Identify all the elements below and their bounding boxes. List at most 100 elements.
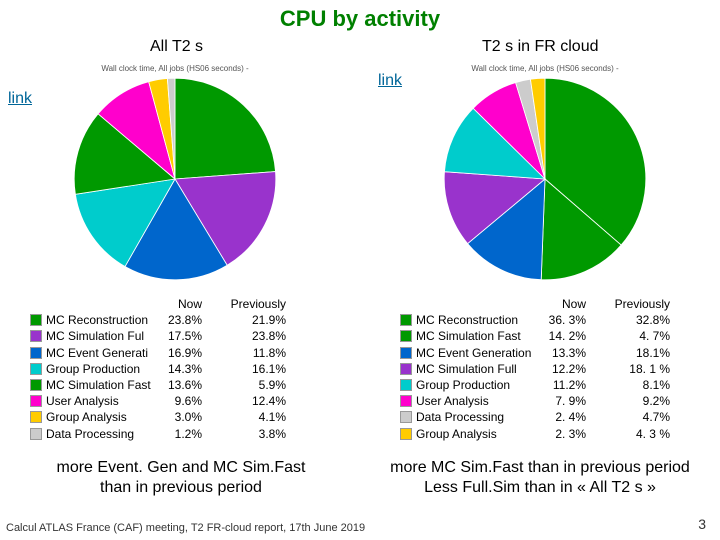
legend-swatch	[400, 314, 412, 326]
table-row: Data Processing1.2%3.8%	[30, 426, 286, 442]
legend-swatch	[30, 363, 42, 375]
row-now: 36. 3%	[536, 312, 586, 328]
right-summary: more MC Sim.Fast than in previous period…	[360, 458, 720, 498]
left-chart-caption: Wall clock time, All jobs (HS06 seconds)…	[60, 64, 290, 73]
row-now: 14. 2%	[536, 328, 586, 344]
table-row: MC Reconstruction23.8%21.9%	[30, 312, 286, 328]
table-row: User Analysis7. 9%9.2%	[400, 393, 670, 409]
row-prev: 23.8%	[206, 328, 286, 344]
left-link[interactable]: link	[8, 90, 32, 108]
row-now: 3.0%	[158, 409, 202, 425]
row-prev: 3.8%	[206, 426, 286, 442]
table-row: MC Event Generati16.9%11.8%	[30, 345, 286, 361]
row-now: 14.3%	[158, 361, 202, 377]
row-prev: 8.1%	[590, 377, 670, 393]
row-now: 2. 3%	[536, 426, 586, 442]
legend-swatch	[30, 347, 42, 359]
footer-text: Calcul ATLAS France (CAF) meeting, T2 FR…	[6, 522, 365, 534]
right-now-header: Now	[536, 296, 586, 312]
row-prev: 4.1%	[206, 409, 286, 425]
row-label: MC Reconstruction	[416, 312, 532, 328]
page-title: CPU by activity	[0, 0, 720, 32]
row-now: 7. 9%	[536, 393, 586, 409]
right-chart-caption: Wall clock time, All jobs (HS06 seconds)…	[430, 64, 660, 73]
row-now: 12.2%	[536, 361, 586, 377]
row-label: Group Analysis	[46, 409, 154, 425]
legend-swatch	[30, 411, 42, 423]
left-prev-header: Previously	[206, 296, 286, 312]
table-row: MC Simulation Full12.2%18. 1 %	[400, 361, 670, 377]
left-summary-line2: than in previous period	[100, 479, 262, 496]
row-now: 16.9%	[158, 345, 202, 361]
row-prev: 5.9%	[206, 377, 286, 393]
legend-swatch	[30, 428, 42, 440]
right-summary-line1: more MC Sim.Fast than in previous period	[390, 459, 690, 476]
row-prev: 4.7%	[590, 409, 670, 425]
legend-swatch	[400, 428, 412, 440]
left-pie-svg	[70, 74, 280, 284]
row-label: MC Event Generati	[46, 345, 154, 361]
row-label: Group Production	[46, 361, 154, 377]
legend-swatch	[400, 411, 412, 423]
table-row: MC Simulation Fast13.6% 5.9%	[30, 377, 286, 393]
pie-slice	[175, 78, 276, 179]
legend-swatch	[400, 330, 412, 342]
row-label: MC Simulation Fast	[46, 377, 154, 393]
left-summary-line1: more Event. Gen and MC Sim.Fast	[57, 459, 306, 476]
left-summary: more Event. Gen and MC Sim.Fast than in …	[6, 458, 356, 498]
right-table: Now Previously MC Reconstruction36. 3%32…	[400, 296, 670, 442]
legend-swatch	[30, 330, 42, 342]
left-pie-chart	[70, 74, 280, 284]
row-prev: 4. 7%	[590, 328, 670, 344]
table-row: Data Processing2. 4%4.7%	[400, 409, 670, 425]
row-label: MC Event Generation	[416, 345, 532, 361]
table-row: MC Simulation Ful17.5%23.8%	[30, 328, 286, 344]
table-row: Group Production14.3%16.1%	[30, 361, 286, 377]
row-label: Group Analysis	[416, 426, 532, 442]
table-row: User Analysis9.6%12.4%	[30, 393, 286, 409]
row-label: User Analysis	[416, 393, 532, 409]
legend-swatch	[400, 379, 412, 391]
table-row: MC Event Generation13.3%18.1%	[400, 345, 670, 361]
row-label: MC Simulation Ful	[46, 328, 154, 344]
legend-swatch	[400, 363, 412, 375]
right-heading: T2 s in FR cloud	[482, 38, 598, 56]
row-now: 11.2%	[536, 377, 586, 393]
row-label: User Analysis	[46, 393, 154, 409]
row-prev: 11.8%	[206, 345, 286, 361]
right-summary-line2: Less Full.Sim than in « All T2 s »	[424, 479, 656, 496]
left-heading: All T2 s	[150, 38, 203, 56]
row-now: 17.5%	[158, 328, 202, 344]
row-prev: 18.1%	[590, 345, 670, 361]
table-row: Group Analysis2. 3%4. 3 %	[400, 426, 670, 442]
row-prev: 12.4%	[206, 393, 286, 409]
row-now: 13.6%	[158, 377, 202, 393]
row-prev: 32.8%	[590, 312, 670, 328]
table-row: MC Simulation Fast14. 2% 4. 7%	[400, 328, 670, 344]
row-label: Data Processing	[416, 409, 532, 425]
legend-swatch	[400, 347, 412, 359]
right-pie-svg	[440, 74, 650, 284]
row-label: Group Production	[416, 377, 532, 393]
row-prev: 9.2%	[590, 393, 670, 409]
row-prev: 4. 3 %	[590, 426, 670, 442]
row-now: 2. 4%	[536, 409, 586, 425]
row-prev: 21.9%	[206, 312, 286, 328]
row-now: 23.8%	[158, 312, 202, 328]
row-prev: 16.1%	[206, 361, 286, 377]
legend-swatch	[30, 395, 42, 407]
right-prev-header: Previously	[590, 296, 670, 312]
row-now: 9.6%	[158, 393, 202, 409]
left-now-header: Now	[158, 296, 202, 312]
row-label: MC Reconstruction	[46, 312, 154, 328]
row-label: Data Processing	[46, 426, 154, 442]
left-table: Now Previously MC Reconstruction23.8%21.…	[30, 296, 286, 442]
table-row: MC Reconstruction36. 3%32.8%	[400, 312, 670, 328]
table-row: Group Analysis3.0%4.1%	[30, 409, 286, 425]
page-number: 3	[698, 516, 706, 532]
row-prev: 18. 1 %	[590, 361, 670, 377]
legend-swatch	[30, 314, 42, 326]
row-now: 13.3%	[536, 345, 586, 361]
legend-swatch	[30, 379, 42, 391]
right-link[interactable]: link	[378, 72, 402, 90]
